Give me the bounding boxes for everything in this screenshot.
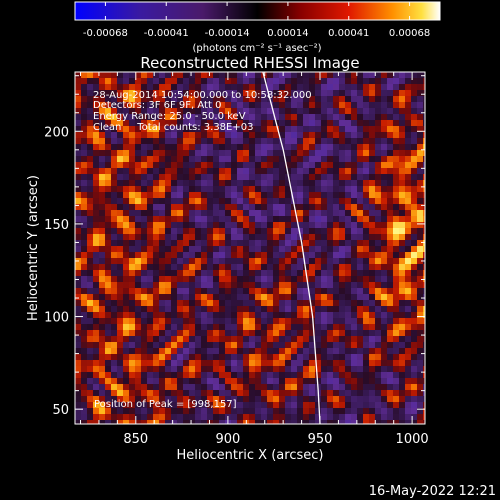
colorbar-tick-label: -0.00014: [205, 28, 250, 39]
x-tick-label: 850: [123, 432, 148, 447]
x-tick-label: 1000: [396, 432, 429, 447]
y-tick-label: 50: [52, 403, 69, 418]
colorbar-tick-label: 0.00068: [389, 28, 430, 39]
info-energy-range: Energy Range: 25.0 - 50.0 keV: [93, 111, 246, 122]
y-tick-label: 100: [44, 311, 69, 326]
colorbar-ticks: -0.00068 -0.00041 -0.00014 0.00014 0.00041 0.…: [83, 2, 430, 39]
plot-frame: [74, 71, 426, 425]
y-axis-label: Heliocentric Y (arcsec): [26, 175, 41, 321]
x-tick-label: 900: [215, 432, 240, 447]
colorbar: -0.00068 -0.00041 -0.00014 0.00014 0.00041 0.…: [74, 1, 441, 54]
solar-limb-line: [262, 72, 321, 424]
colorbar-unit-label: (photons cm⁻² s⁻¹ asec⁻²): [192, 43, 321, 54]
info-block: 28-Aug-2014 10:54:00.000 to 10:58:32.000…: [93, 90, 312, 133]
axis-ticks: 850 900 950 1000 50 100 150 200: [44, 72, 429, 447]
y-tick-label: 200: [44, 125, 69, 140]
colorbar-tick-label: 0.00014: [267, 28, 308, 39]
colorbar-tick-label: 0.00041: [328, 28, 369, 39]
heatmap-cells: [75, 72, 425, 424]
x-axis-label: Heliocentric X (arcsec): [177, 448, 324, 463]
info-detectors: Detectors: 3F 6F 9F, Att 0: [93, 100, 221, 111]
peak-position-label: Position of Peak = [998,157]: [94, 399, 237, 410]
chart-title: Reconstructed RHESSI Image: [140, 54, 359, 72]
footer-timestamp: 16-May-2022 12:21: [369, 484, 496, 499]
plot-area: 850 900 950 1000 50 100 150 200 28-Aug-2014 10:…: [44, 71, 429, 447]
x-tick-label: 950: [308, 432, 333, 447]
colorbar-gradient: [74, 1, 441, 21]
info-clean-counts: Clean Total counts: 3.38E+03: [93, 122, 253, 133]
y-tick-label: 150: [44, 218, 69, 233]
colorbar-tick-label: -0.00068: [83, 28, 128, 39]
info-time-range: 28-Aug-2014 10:54:00.000 to 10:58:32.000: [93, 90, 312, 101]
colorbar-tick-label: -0.00041: [144, 28, 189, 39]
